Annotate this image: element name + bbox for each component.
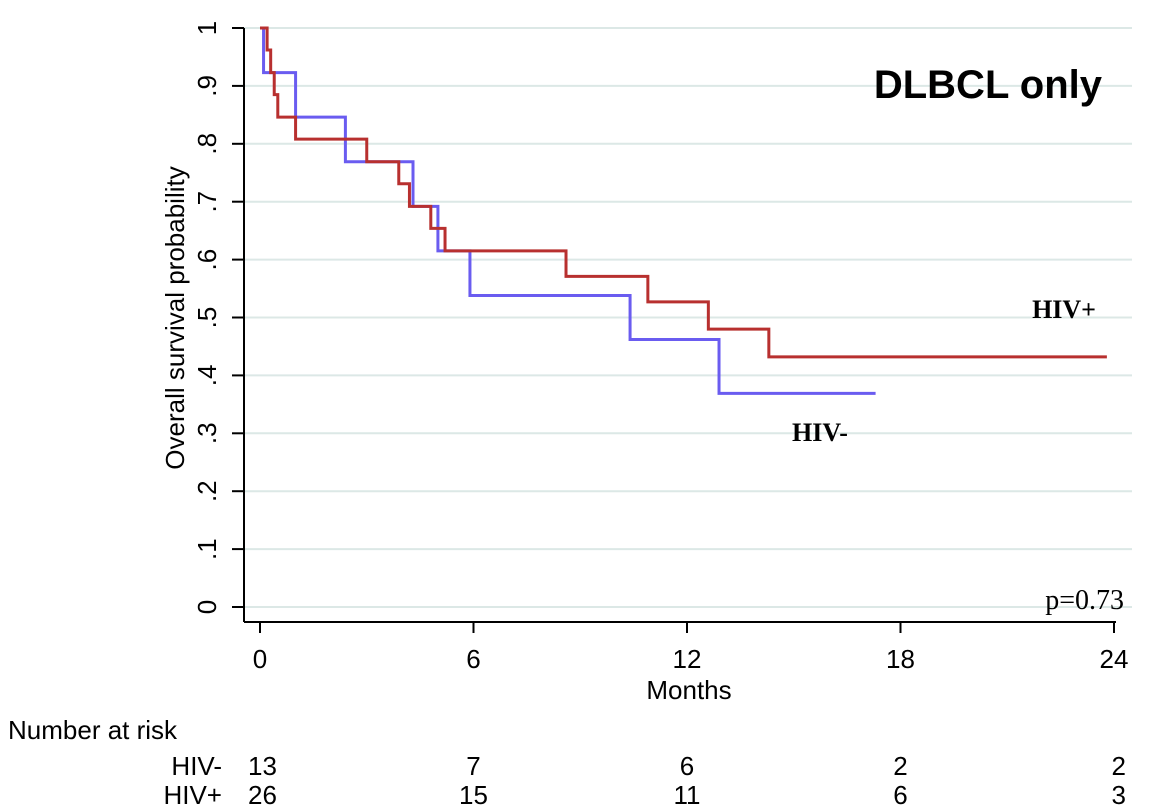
x-tick-label: 24 — [1100, 644, 1129, 674]
series-line-hiv-negpos — [260, 26, 1107, 359]
chart-title: DLBCL only — [874, 63, 1103, 107]
y-tick-label: .6 — [192, 249, 222, 271]
risk-value: 3 — [1112, 780, 1126, 810]
grid-lines — [244, 27, 1132, 608]
risk-value: 6 — [680, 751, 694, 781]
risk-table-header: Number at risk — [8, 715, 178, 745]
series-line-hiv-neg — [260, 26, 876, 395]
risk-value: 6 — [893, 780, 907, 810]
y-tick-label: .4 — [192, 365, 222, 387]
risk-value: 7 — [466, 751, 480, 781]
x-tick-label: 18 — [886, 644, 915, 674]
risk-value: 15 — [459, 780, 488, 810]
series-lines — [260, 26, 1107, 395]
series-label-hiv-positive: HIV+ — [1032, 295, 1096, 324]
x-tick-label: 12 — [673, 644, 702, 674]
y-tick-label: .3 — [192, 422, 222, 444]
y-tick-label: .9 — [192, 75, 222, 97]
y-tick-label: .8 — [192, 133, 222, 155]
p-value: p=0.73 — [1045, 585, 1124, 616]
x-tick-label: 6 — [466, 644, 480, 674]
risk-value: 11 — [674, 780, 701, 810]
risk-row-label: HIV+ — [163, 780, 222, 810]
series-label-hiv-negative: HIV- — [792, 418, 848, 447]
y-tick-label: .7 — [192, 191, 222, 213]
risk-value: 2 — [893, 751, 907, 781]
y-tick-label: .1 — [192, 538, 222, 560]
x-axis-title: Months — [646, 675, 731, 705]
risk-value: 13 — [248, 751, 277, 781]
axes: 0 .1 .2 .3 .4 .5 .6 .7 .8 .9 1 0 6 12 18 24 — [192, 21, 1128, 674]
y-tick-label: .2 — [192, 480, 222, 502]
y-tick-label: 1 — [192, 21, 222, 35]
y-tick-label: 0 — [192, 600, 222, 614]
y-tick-label: .5 — [192, 307, 222, 329]
risk-value: 26 — [248, 780, 277, 810]
x-tick-label: 0 — [253, 644, 267, 674]
y-axis-title: Overall survival probability — [160, 166, 190, 469]
risk-value: 2 — [1112, 751, 1126, 781]
risk-row-label: HIV- — [171, 751, 222, 781]
